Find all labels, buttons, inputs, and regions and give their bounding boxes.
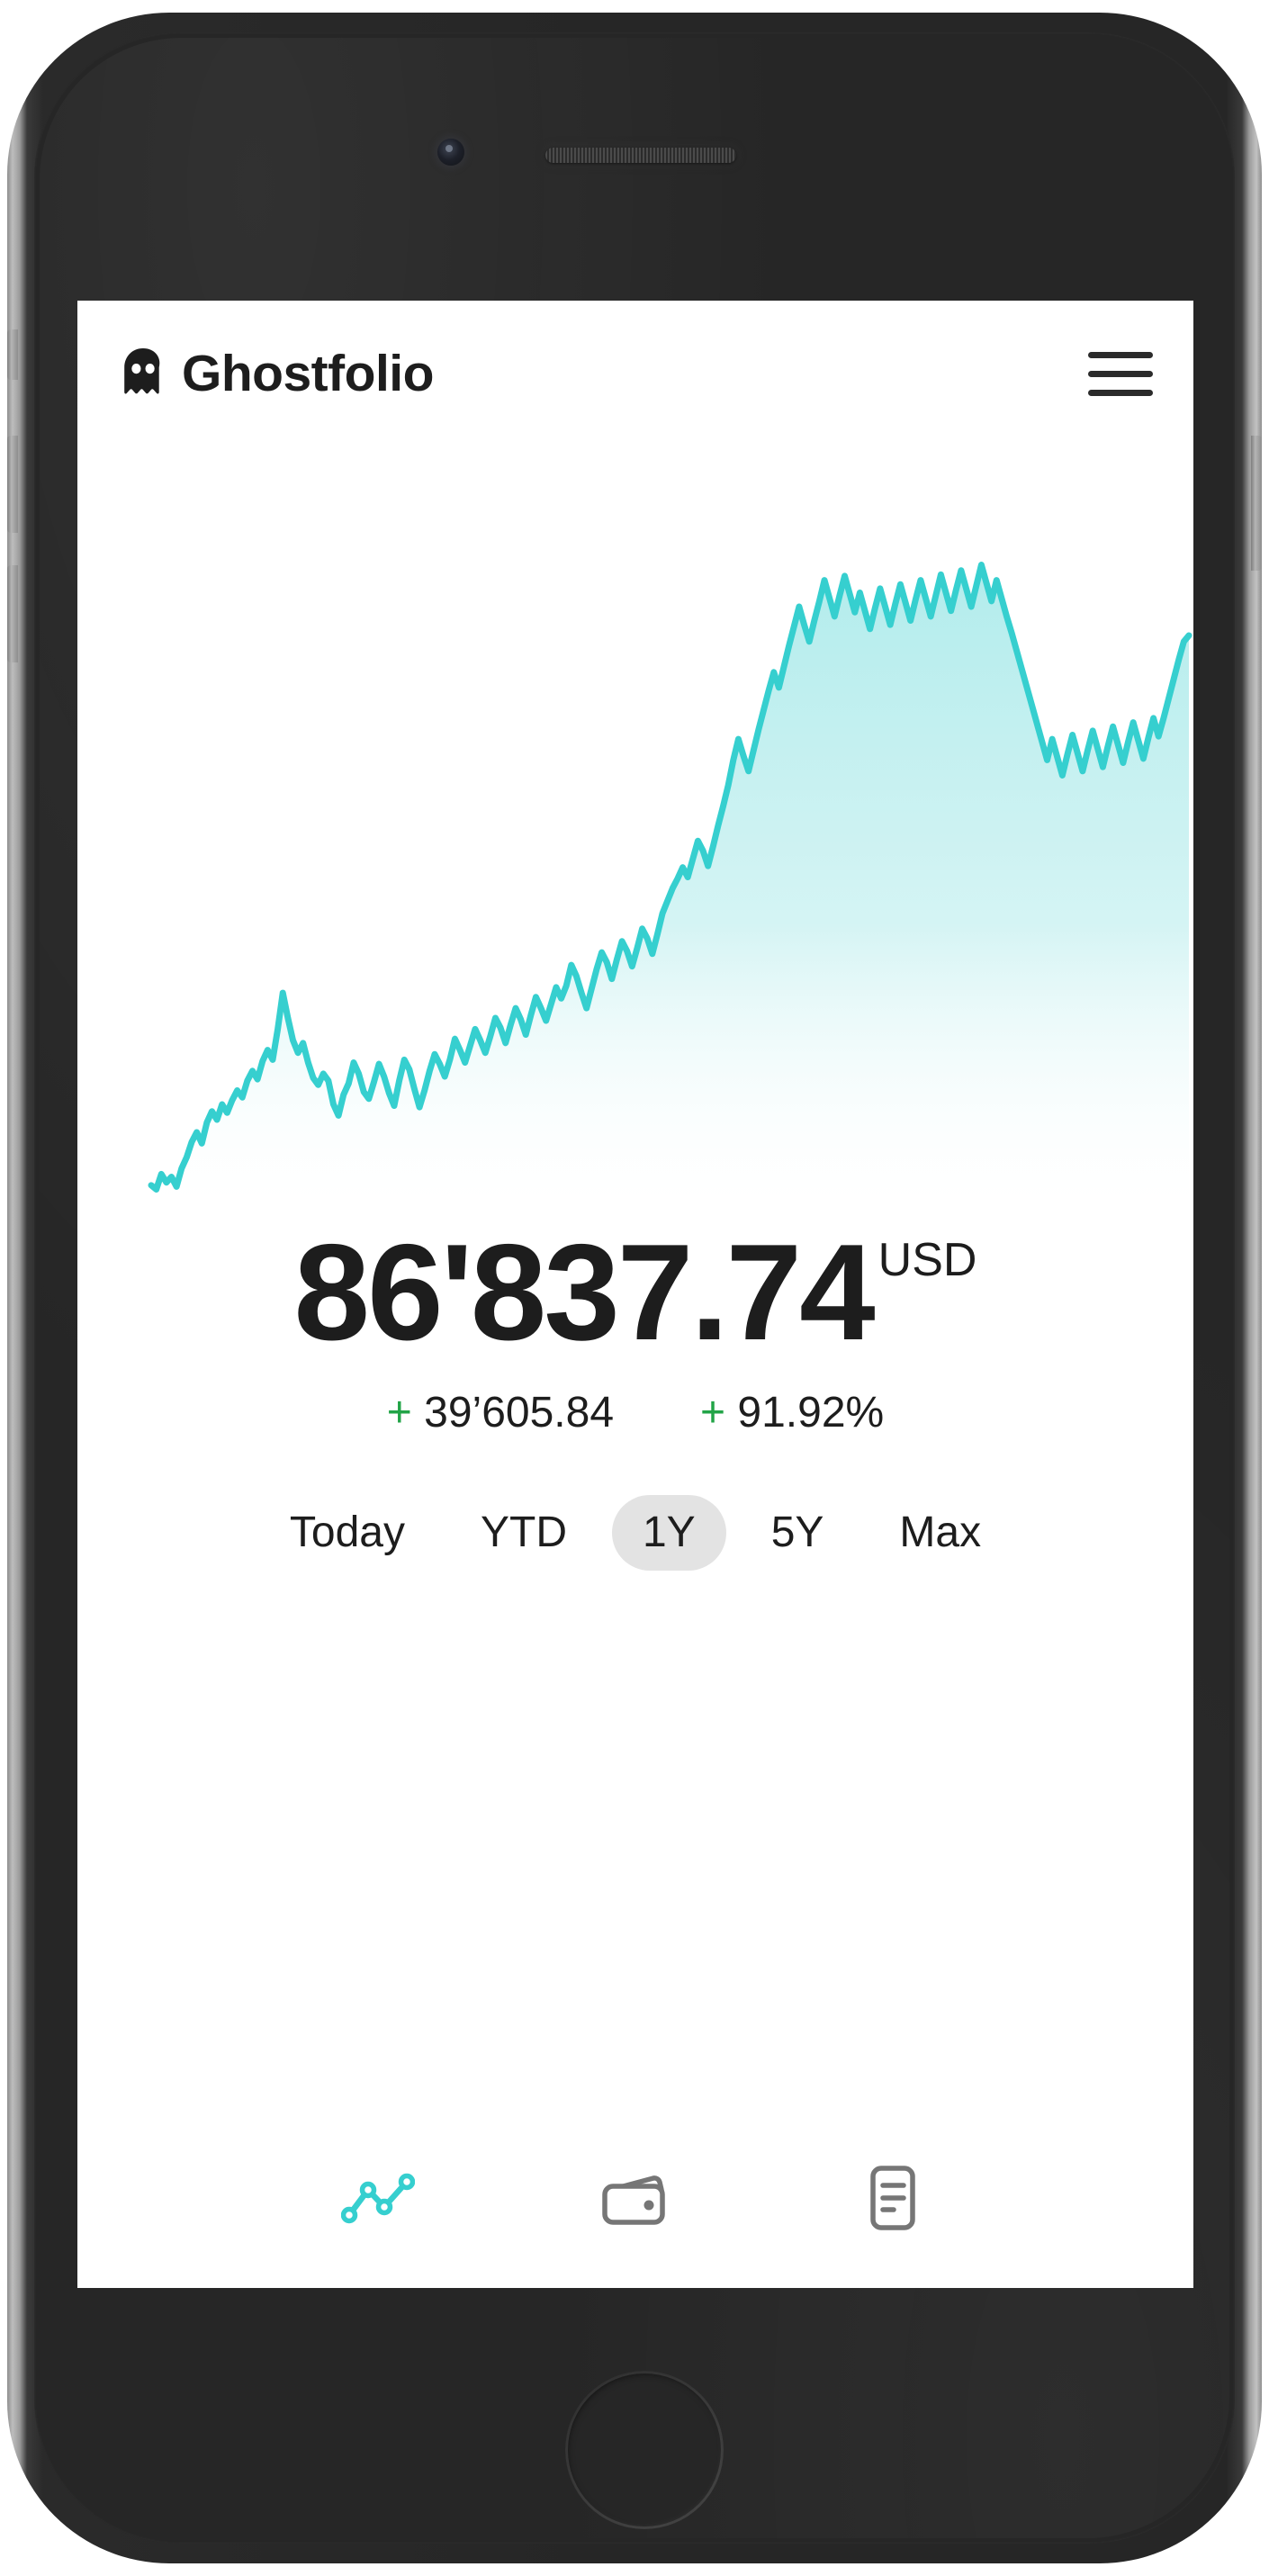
chart-canvas <box>148 562 1192 1219</box>
change-absolute: + 39’605.84 <box>387 1388 614 1437</box>
earpiece-speaker-icon <box>545 148 736 163</box>
portfolio-value-row: 86'837.74 USD <box>77 1224 1193 1361</box>
portfolio-currency: USD <box>878 1234 977 1286</box>
phone-frame: Ghostfolio <box>7 13 1262 2563</box>
menu-bar-3 <box>1088 389 1153 396</box>
analytics-line-chart-icon <box>341 2173 415 2224</box>
change-percent: + 91.92% <box>700 1388 884 1437</box>
range-tab-today[interactable]: Today <box>259 1495 436 1571</box>
chart-area-fill <box>151 564 1189 1219</box>
portfolio-value-block: 86'837.74 USD + 39’605.84 + 91.92% <box>77 1224 1193 1437</box>
portfolio-performance-chart[interactable] <box>77 547 1193 1219</box>
brand-name: Ghostfolio <box>182 344 434 402</box>
nav-portfolio[interactable] <box>589 2151 682 2245</box>
app-header: Ghostfolio <box>77 301 1193 446</box>
app-screen: Ghostfolio <box>77 301 1193 2288</box>
ghost-logo-icon <box>124 348 160 394</box>
range-tab-5y[interactable]: 5Y <box>741 1495 855 1571</box>
wallet-icon <box>602 2175 665 2225</box>
document-list-icon <box>870 2166 915 2230</box>
date-range-tabs: Today YTD 1Y 5Y Max <box>77 1495 1193 1571</box>
range-tab-ytd[interactable]: YTD <box>450 1495 598 1571</box>
content-spacer <box>77 1571 1193 2117</box>
power-button[interactable] <box>1251 436 1262 571</box>
bottom-navigation <box>77 2117 1193 2288</box>
portfolio-value: 86'837.74 <box>293 1216 876 1369</box>
front-camera-icon <box>437 139 464 166</box>
hamburger-menu-icon[interactable] <box>1085 338 1156 409</box>
range-tab-1y[interactable]: 1Y <box>611 1495 726 1571</box>
volume-up-button[interactable] <box>7 436 18 533</box>
change-absolute-sign: + <box>386 1389 412 1437</box>
nav-overview[interactable] <box>331 2151 425 2245</box>
change-percent-value: 91.92% <box>737 1389 885 1437</box>
chart-line <box>148 562 1192 1193</box>
brand-logo-link[interactable]: Ghostfolio <box>121 347 434 400</box>
menu-bar-1 <box>1088 351 1153 358</box>
portfolio-change-row: + 39’605.84 + 91.92% <box>77 1388 1193 1437</box>
range-tab-max[interactable]: Max <box>868 1495 1012 1571</box>
silent-switch-button[interactable] <box>7 329 18 380</box>
volume-down-button[interactable] <box>7 565 18 662</box>
menu-bar-2 <box>1088 370 1153 377</box>
change-absolute-value: 39’605.84 <box>424 1389 615 1437</box>
change-percent-sign: + <box>700 1389 726 1437</box>
nav-activities[interactable] <box>846 2151 940 2245</box>
camera-lens-dot <box>446 145 453 152</box>
home-button[interactable] <box>565 2371 724 2529</box>
